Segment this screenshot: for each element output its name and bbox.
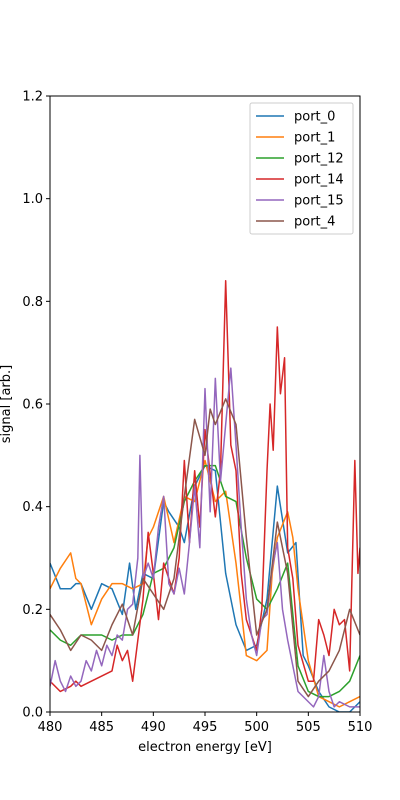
series-line-port-14 <box>50 280 360 693</box>
x-tick-label: 510 <box>348 720 373 735</box>
series-line-port-15 <box>50 367 360 708</box>
x-tick-label: 505 <box>296 720 321 735</box>
legend-label: port_4 <box>294 215 335 230</box>
legend-label: port_12 <box>294 152 344 167</box>
y-tick-label: 0.2 <box>22 603 43 618</box>
series-line-port-0 <box>50 464 360 712</box>
series-layer <box>50 280 360 712</box>
y-axis-label: signal [arb.] <box>0 365 14 443</box>
y-tick-label: 0.8 <box>22 295 43 310</box>
legend-label: port_14 <box>294 173 344 188</box>
x-tick-label: 500 <box>244 720 269 735</box>
y-tick-label: 1.2 <box>22 90 43 105</box>
x-tick-label: 485 <box>89 720 114 735</box>
x-axis-label: electron energy [eV] <box>138 740 272 755</box>
x-tick-label: 480 <box>38 720 63 735</box>
series-line-port-1 <box>50 459 360 708</box>
x-tick-label: 490 <box>141 720 166 735</box>
y-tick-label: 0.4 <box>22 500 43 515</box>
y-axis: 0.0 0.2 0.4 0.6 0.8 1.0 1.2 <box>22 90 50 721</box>
series-line-port-4 <box>50 398 360 698</box>
x-axis: 480 485 490 495 500 505 510 <box>38 712 373 735</box>
y-tick-label: 0.6 <box>22 398 43 413</box>
legend-label: port_1 <box>294 131 335 146</box>
x-tick-label: 495 <box>193 720 218 735</box>
y-tick-label: 0.0 <box>22 706 43 721</box>
y-tick-label: 1.0 <box>22 192 43 207</box>
legend-label: port_15 <box>294 194 344 209</box>
legend-frame <box>249 102 354 235</box>
series-line-port-12 <box>50 464 360 698</box>
legend-label: port_0 <box>294 110 335 125</box>
legend: port_0 port_1 port_12 port_14 port_15 port_4 <box>249 102 354 235</box>
